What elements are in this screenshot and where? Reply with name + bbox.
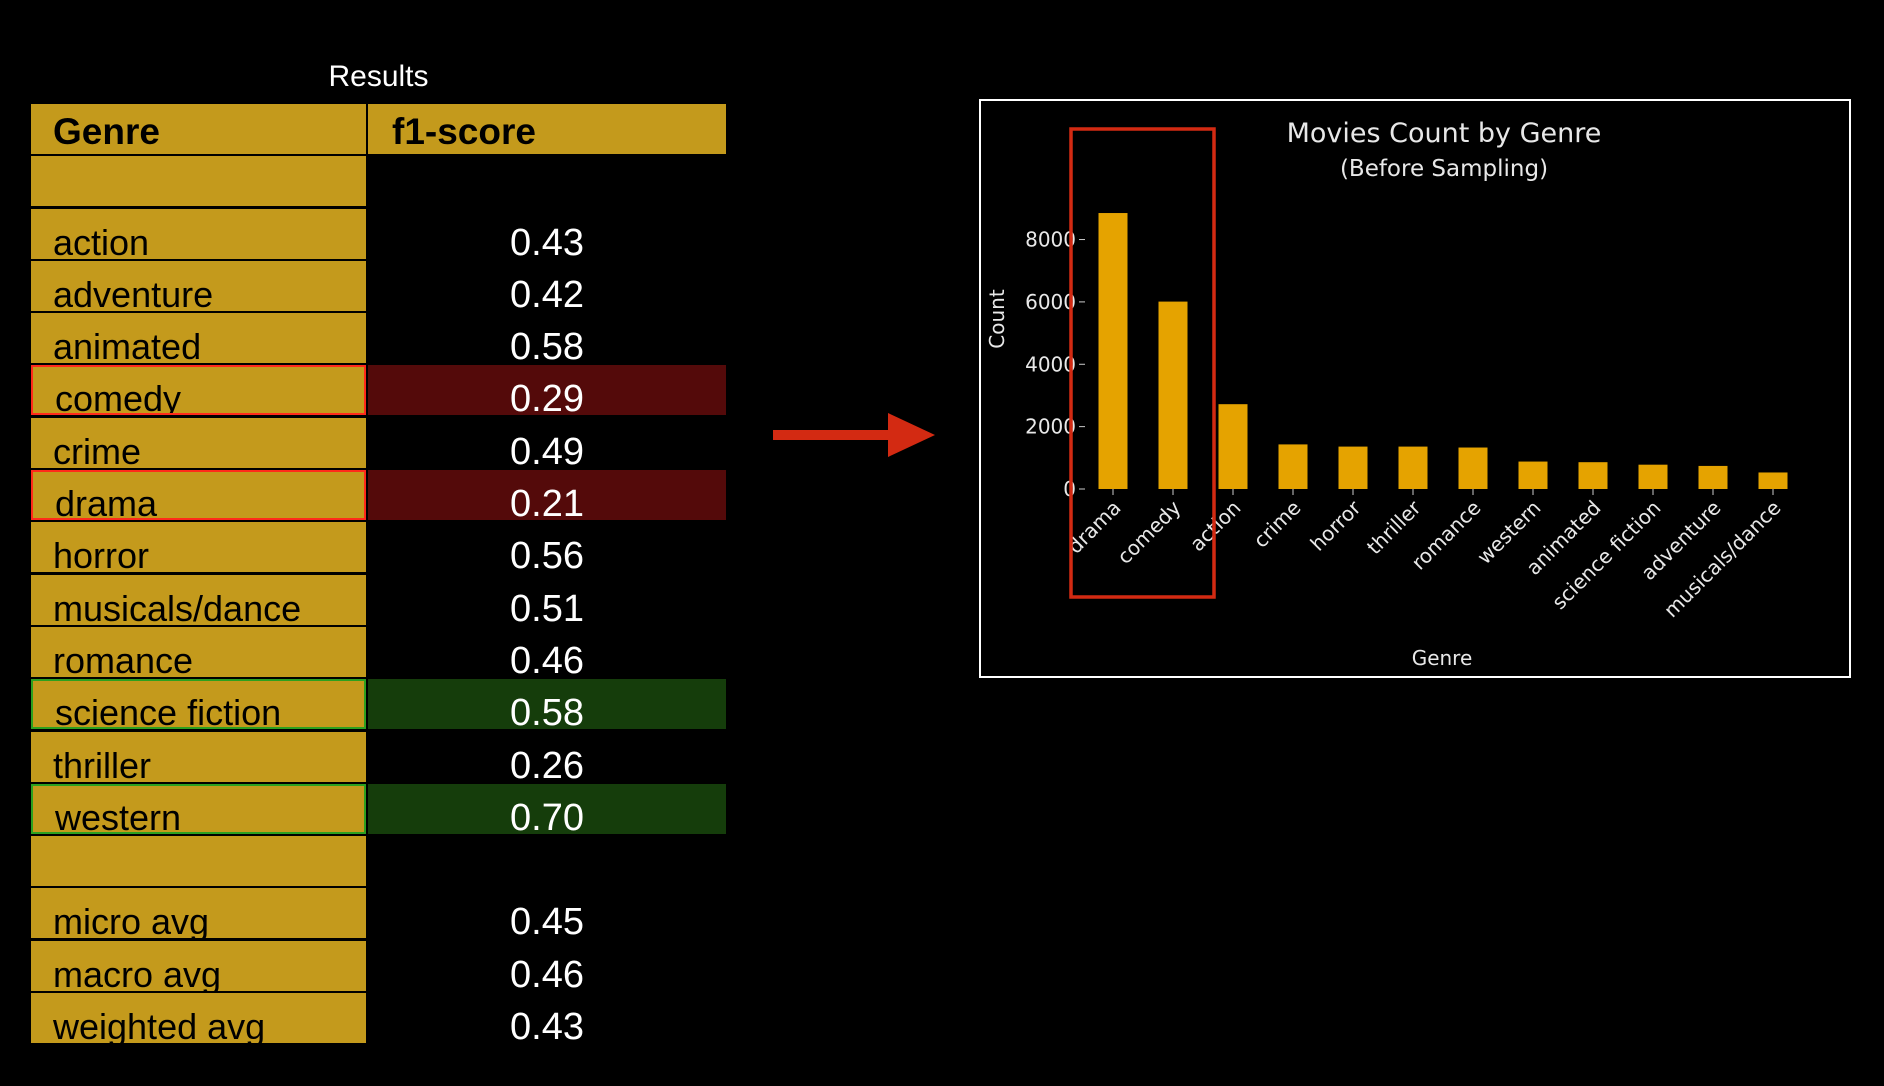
chart-title: Movies Count by Genre <box>1287 118 1602 149</box>
table-row: adventure 0.42 <box>31 260 726 316</box>
bars <box>1098 213 1788 489</box>
genre-cell: thriller <box>31 731 366 786</box>
bar-adventure <box>1698 465 1728 489</box>
x-tick-label: horror <box>1305 495 1366 556</box>
bar-science-fiction <box>1638 464 1668 489</box>
f1-score-cell: 0.70 <box>368 783 726 839</box>
genre-cell: romance <box>31 626 366 681</box>
x-tick-label: comedy <box>1112 495 1185 568</box>
table-row: comedy 0.29 <box>31 365 726 420</box>
results-table: Genre f1-score action 0.43 adventure 0.42 an… <box>31 104 726 1049</box>
table-row: science fiction 0.58 <box>31 679 726 734</box>
genre-cell: western <box>31 783 366 838</box>
f1-score-cell: 0.21 <box>368 470 726 525</box>
table-body: action 0.43 adventure 0.42 animated 0.58 comed… <box>31 156 726 1049</box>
genre-cell: animated <box>31 313 366 367</box>
bar-animated <box>1578 462 1608 489</box>
f1-score-cell: 0.45 <box>510 901 584 944</box>
genre-cell: drama <box>31 470 366 524</box>
f1-score-cell: 0.46 <box>510 639 584 682</box>
bar-musicals-dance <box>1758 472 1788 489</box>
table-row: animated 0.58 <box>31 313 726 369</box>
table-row: macro avg 0.46 <box>31 940 726 996</box>
table-header-row: Genre f1-score <box>31 104 726 156</box>
table-row: horror 0.56 <box>31 522 726 578</box>
f1-score-cell: 0.56 <box>510 535 584 578</box>
table-row: musicals/dance 0.51 <box>31 574 726 630</box>
bar-crime <box>1278 444 1308 489</box>
highlight-box <box>1069 127 1216 599</box>
y-tick-label: 4000 <box>1025 352 1076 376</box>
f1-score-cell: 0.43 <box>510 221 584 264</box>
arrow-icon <box>773 413 935 457</box>
f1-score-cell: 0.49 <box>510 430 584 473</box>
f1-score-cell <box>368 836 726 886</box>
bar-drama <box>1098 213 1128 489</box>
table-row: western 0.70 <box>31 783 726 839</box>
genre-cell: micro avg <box>31 888 366 942</box>
genre-cell <box>31 156 366 207</box>
f1-score-cell: 0.46 <box>510 953 584 996</box>
table-row: weighted avg 0.43 <box>31 993 726 1049</box>
bar-chart: Movies Count by Genre (Before Sampling) … <box>985 118 1788 670</box>
bar-western <box>1518 461 1548 489</box>
genre-cell: comedy <box>31 365 366 419</box>
f1-score-cell: 0.58 <box>510 326 584 369</box>
table-caption: Results <box>328 60 429 93</box>
header-f1-score: f1-score <box>368 104 726 154</box>
table-row: micro avg 0.45 <box>31 888 726 944</box>
y-tick-label: 2000 <box>1025 415 1076 439</box>
bar-comedy <box>1158 301 1188 489</box>
y-tick-label: 8000 <box>1025 228 1076 252</box>
chart-frame <box>979 99 1851 678</box>
genre-cell: horror <box>31 522 366 576</box>
f1-score-cell <box>368 156 726 206</box>
f1-score-cell: 0.58 <box>368 679 726 734</box>
y-axis-label: Count <box>985 289 1009 349</box>
genre-cell: musicals/dance <box>31 574 366 629</box>
table-row <box>31 156 726 208</box>
x-tick-label: science fiction <box>1547 496 1665 614</box>
genre-cell: action <box>31 208 366 263</box>
f1-score-cell: 0.42 <box>510 273 584 316</box>
table-row <box>31 836 726 888</box>
f1-score-cell: 0.43 <box>510 1006 584 1049</box>
genre-cell: adventure <box>31 260 366 315</box>
genre-cell: science fiction <box>31 679 366 733</box>
bar-romance <box>1458 447 1488 489</box>
genre-cell <box>31 836 366 887</box>
bar-thriller <box>1398 446 1428 489</box>
x-axis-label: Genre <box>1412 646 1473 670</box>
table-row: drama 0.21 <box>31 470 726 525</box>
table-row: crime 0.49 <box>31 417 726 473</box>
bar-horror <box>1338 446 1368 489</box>
table-row: action 0.43 <box>31 208 726 264</box>
genre-cell: crime <box>31 417 366 472</box>
genre-cell: weighted avg <box>31 993 366 1047</box>
genre-cell: macro avg <box>31 940 366 995</box>
f1-score-cell: 0.29 <box>368 365 726 420</box>
table-row: romance 0.46 <box>31 626 726 682</box>
y-tick-label: 6000 <box>1025 290 1076 314</box>
bar-action <box>1218 404 1248 489</box>
x-tick-label: crime <box>1249 496 1306 553</box>
f1-score-cell: 0.26 <box>510 744 584 787</box>
f1-score-cell: 0.51 <box>510 587 584 630</box>
header-genre: Genre <box>31 104 366 154</box>
table-row: thriller 0.26 <box>31 731 726 787</box>
chart-subtitle: (Before Sampling) <box>1340 156 1548 182</box>
